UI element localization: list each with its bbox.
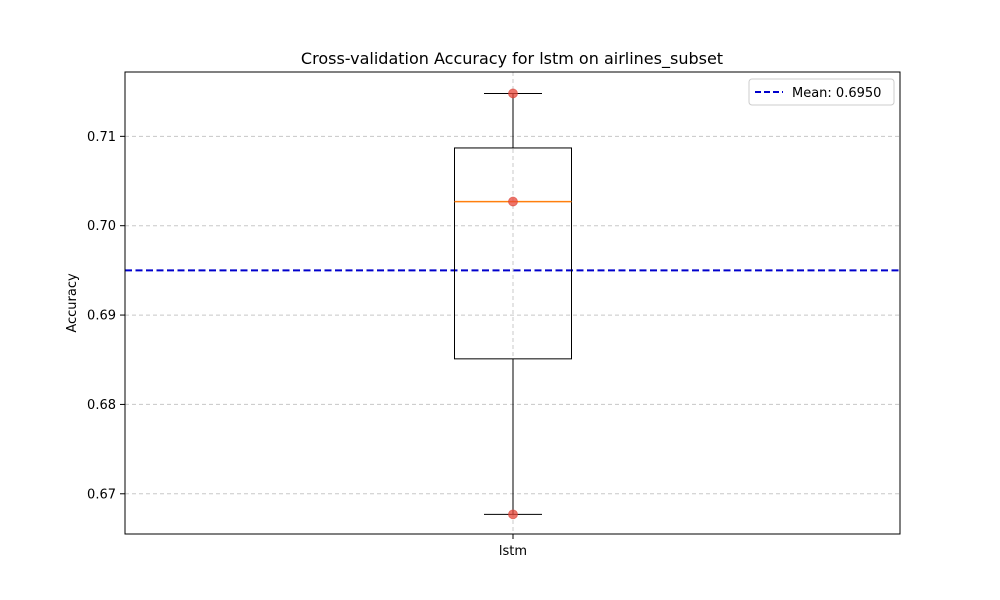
y-tick-label-2: 0.69 <box>87 309 116 324</box>
y-tick-label-3: 0.70 <box>87 219 116 234</box>
legend-frame <box>748 78 895 106</box>
interquartile-box <box>454 147 572 360</box>
legend-mean-label: Mean: 0.6950 <box>792 86 881 101</box>
data-point-0 <box>508 88 518 99</box>
y-tick-label-1: 0.68 <box>87 398 116 413</box>
y-axis-ticks: 0.67 0.68 0.69 0.70 0.71 <box>87 130 125 502</box>
data-points-group <box>508 88 518 520</box>
x-tick-label-0: lstm <box>499 544 527 559</box>
legend: Mean: 0.6950 <box>748 78 895 106</box>
y-tick-label-0: 0.67 <box>87 487 116 502</box>
y-tick-label-4: 0.71 <box>87 130 116 145</box>
y-axis-label: Accuracy <box>65 273 80 333</box>
chart-title: Cross-validation Accuracy for lstm on ai… <box>301 49 723 69</box>
x-axis-ticks: lstm <box>499 534 527 559</box>
data-point-1 <box>508 196 518 207</box>
data-point-2 <box>508 509 518 520</box>
